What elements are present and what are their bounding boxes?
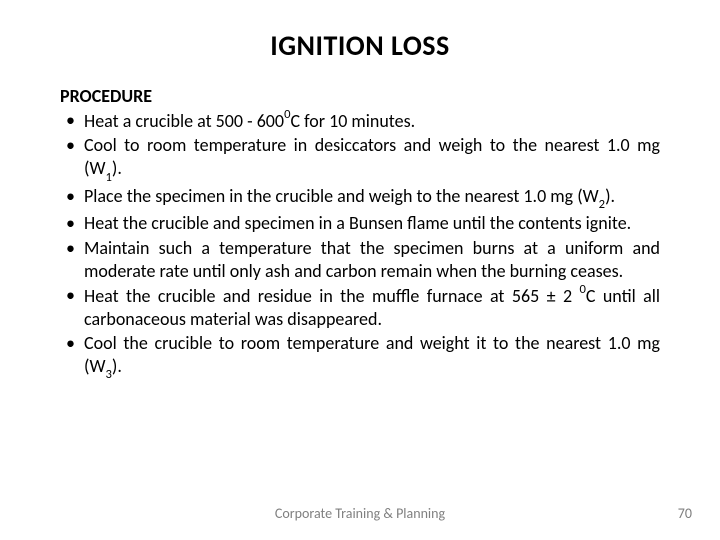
page-number: 70	[678, 505, 692, 522]
list-item: Place the specimen in the crucible and w…	[60, 185, 660, 212]
list-item: Heat the crucible and residue in the muf…	[60, 284, 660, 331]
list-item: Heat the crucible and specimen in a Buns…	[60, 212, 660, 235]
procedure-list: Heat a crucible at 500 - 6000C for 10 mi…	[60, 109, 660, 381]
list-item: Heat a crucible at 500 - 6000C for 10 mi…	[60, 109, 660, 133]
page-title: IGNITION LOSS	[60, 28, 660, 63]
slide: IGNITION LOSS PROCEDURE Heat a crucible …	[0, 0, 720, 540]
list-item: Cool to room temperature in desiccators …	[60, 134, 660, 184]
list-item: Cool the crucible to room temperature an…	[60, 332, 660, 382]
section-label: PROCEDURE	[60, 85, 660, 107]
list-item: Maintain such a temperature that the spe…	[60, 237, 660, 283]
footer-text: Corporate Training & Planning	[0, 505, 720, 522]
